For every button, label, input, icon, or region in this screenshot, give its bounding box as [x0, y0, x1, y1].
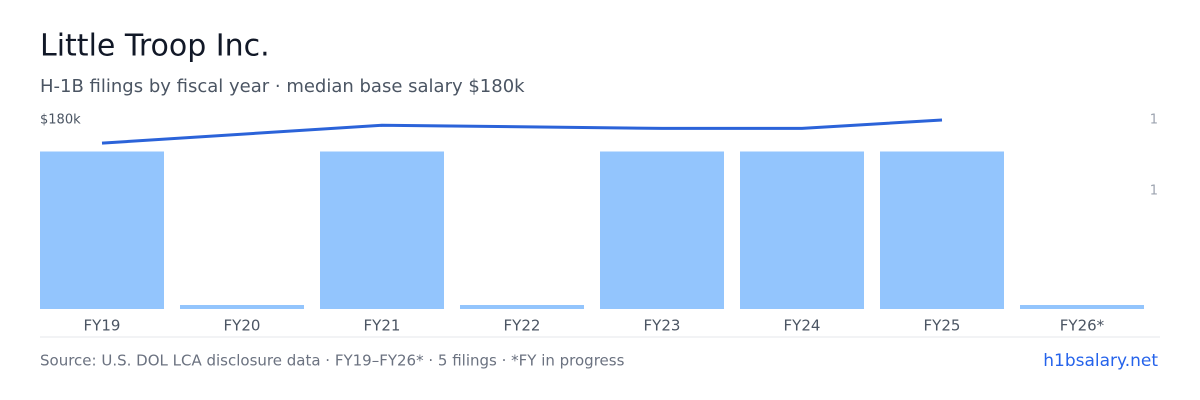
- y-tick-label: $180k: [40, 113, 81, 128]
- y2-tick-label: 1: [1150, 113, 1158, 128]
- bar: [740, 151, 864, 309]
- x-tick-label: FY22: [504, 317, 541, 335]
- x-tick-label: FY23: [644, 317, 681, 335]
- salary-line: [101, 118, 943, 145]
- x-tick-label: FY20: [224, 317, 261, 335]
- source-note: Source: U.S. DOL LCA disclosure data · F…: [40, 352, 625, 370]
- chart-title: Little Troop Inc.: [40, 29, 270, 64]
- x-tick-label: FY21: [364, 317, 401, 335]
- bar: [460, 305, 584, 309]
- brand-link[interactable]: h1bsalary.net: [1043, 351, 1158, 371]
- bar: [1020, 305, 1144, 309]
- bar: [40, 151, 164, 309]
- bar: [600, 151, 724, 309]
- x-tick-label: FY24: [784, 317, 821, 335]
- y2-tick-label: 1: [1150, 183, 1158, 198]
- chart-subtitle: H-1B filings by fiscal year · median bas…: [40, 76, 525, 97]
- bar: [320, 151, 444, 309]
- x-tick-label: FY25: [924, 317, 961, 335]
- x-tick-label: FY26*: [1060, 317, 1105, 335]
- bar: [180, 305, 304, 309]
- bar: [880, 151, 1004, 309]
- x-tick-label: FY19: [84, 317, 121, 335]
